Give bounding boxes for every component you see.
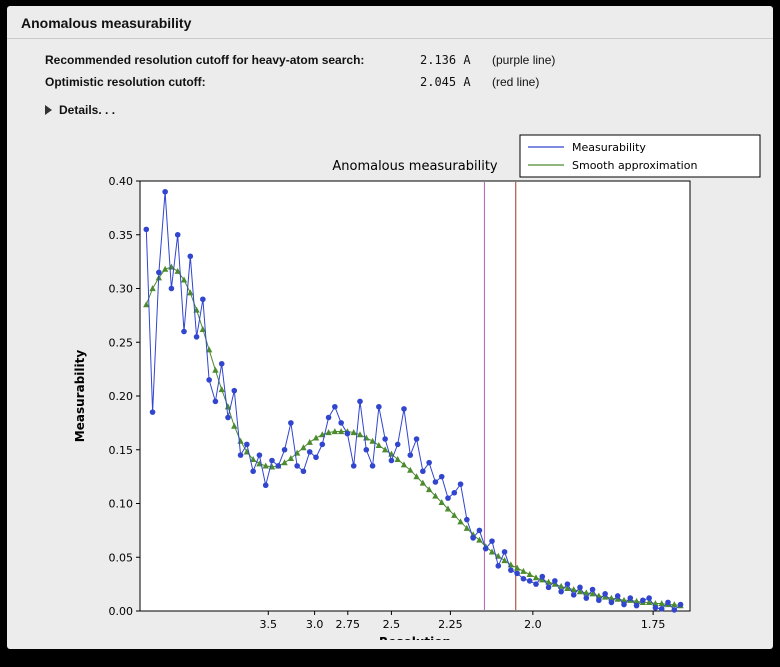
info-block: Recommended resolution cutoff for heavy-… — [7, 39, 773, 93]
chart-legend: Measurability Smooth approximation — [519, 134, 761, 178]
details-disclosure[interactable]: Details. . . — [45, 103, 155, 117]
x-axis-label: Resolution — [379, 635, 451, 640]
optimistic-cutoff-note: (red line) — [492, 75, 540, 89]
series-measurability — [143, 188, 684, 613]
svg-text:2.25: 2.25 — [438, 618, 463, 631]
svg-text:0.10: 0.10 — [109, 498, 134, 511]
anomalous-measurability-panel: Anomalous measurability Recommended reso… — [7, 6, 773, 649]
y-axis-label: Measurability — [73, 350, 87, 443]
svg-text:0.05: 0.05 — [109, 551, 134, 564]
svg-text:0.15: 0.15 — [109, 444, 134, 457]
y-axis: 0.00 0.05 0.10 0.15 0.20 0.25 0.30 0.35 0.40 — [109, 175, 140, 618]
chart-title: Anomalous measurability — [332, 159, 498, 174]
recommended-cutoff-label: Recommended resolution cutoff for heavy-… — [45, 53, 365, 67]
recommended-cutoff-note: (purple line) — [492, 53, 556, 67]
x-axis: 3.5 3.0 2.75 2.5 2.25 2.0 1.75 — [260, 611, 666, 631]
disclosure-triangle-icon — [45, 105, 52, 115]
svg-text:0.40: 0.40 — [109, 175, 134, 188]
svg-text:3.5: 3.5 — [260, 618, 278, 631]
chart-svg: 0.000.050.100.150.200.250.300.350.403.5 3… — [73, 134, 761, 649]
details-label: Details. . . — [59, 103, 116, 117]
optimistic-cutoff-row: Optimistic resolution cutoff: 2.045 A (r… — [45, 71, 773, 93]
measurability-chart: 0.00 0.05 0.10 0.15 0.20 0.25 0.30 0.35 0.40 3.5 3… — [70, 130, 770, 649]
recommended-cutoff-value: 2.136 A — [420, 53, 471, 67]
optimistic-cutoff-value: 2.045 A — [420, 75, 471, 89]
plot-area — [139, 180, 691, 612]
svg-text:0.35: 0.35 — [109, 229, 134, 242]
svg-text:3.0: 3.0 — [306, 618, 324, 631]
svg-text:Smooth approximation: Smooth approximation — [572, 159, 697, 172]
panel-title: Anomalous measurability — [7, 6, 773, 39]
svg-text:2.75: 2.75 — [336, 618, 361, 631]
optimistic-cutoff-label: Optimistic resolution cutoff: — [45, 75, 206, 89]
svg-text:2.5: 2.5 — [383, 618, 401, 631]
svg-text:0.30: 0.30 — [109, 283, 134, 296]
recommended-cutoff-row: Recommended resolution cutoff for heavy-… — [45, 49, 773, 71]
svg-text:0.25: 0.25 — [109, 336, 134, 349]
svg-text:0.20: 0.20 — [109, 390, 134, 403]
svg-text:Measurability: Measurability — [572, 141, 646, 154]
svg-text:1.75: 1.75 — [641, 618, 666, 631]
svg-text:0.00: 0.00 — [109, 605, 134, 618]
svg-text:2.0: 2.0 — [524, 618, 542, 631]
